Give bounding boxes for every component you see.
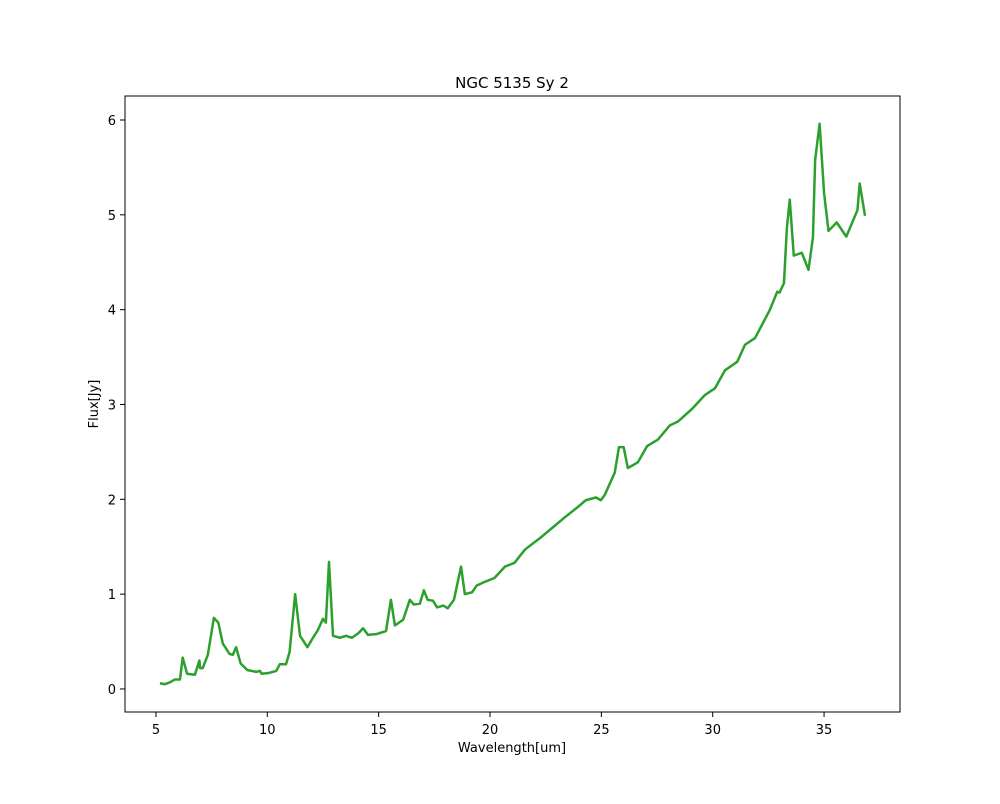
y-tick-label: 2 — [108, 493, 116, 508]
x-tick-label: 25 — [593, 723, 610, 738]
x-tick-label: 35 — [816, 723, 833, 738]
y-tick-label: 1 — [108, 588, 116, 603]
x-tick-label: 5 — [152, 723, 160, 738]
y-tick-label: 5 — [108, 209, 116, 224]
x-tick-label: 20 — [482, 723, 499, 738]
y-axis-label: Flux[Jy] — [87, 380, 102, 429]
x-tick-label: 10 — [259, 723, 276, 738]
chart-title: NGC 5135 Sy 2 — [455, 74, 569, 92]
x-axis-label: Wavelength[um] — [458, 741, 566, 756]
plot-frame — [124, 95, 901, 713]
x-tick-label: 15 — [370, 723, 387, 738]
y-tick-label: 4 — [108, 304, 116, 319]
y-tick-label: 3 — [108, 398, 116, 413]
data-line — [159, 122, 867, 686]
y-tick-label: 0 — [108, 683, 116, 698]
x-tick-label: 30 — [704, 723, 721, 738]
y-tick-label: 6 — [108, 114, 116, 129]
